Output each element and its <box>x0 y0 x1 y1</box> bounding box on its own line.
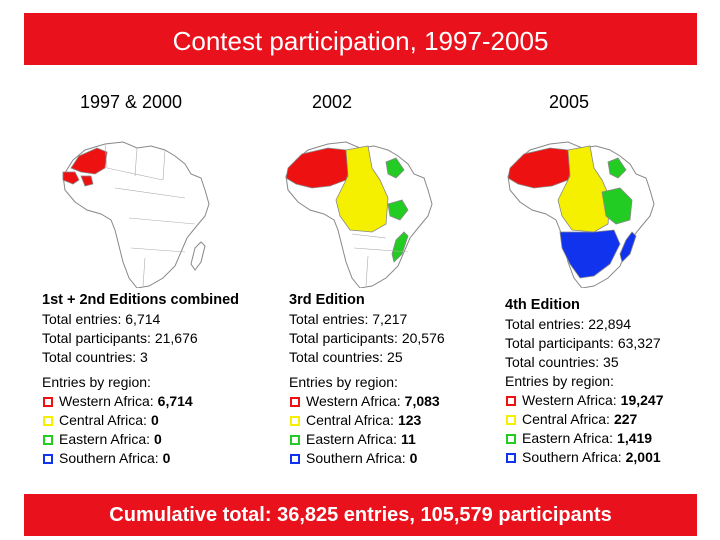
footer-banner: Cumulative total: 36,825 entries, 105,57… <box>24 494 697 536</box>
region-label: Western Africa: <box>306 393 401 409</box>
region-eastern-2 <box>387 199 409 221</box>
total-countries: Total countries: 35 <box>505 354 619 370</box>
southern-swatch-icon <box>506 452 516 463</box>
southern-swatch-icon <box>43 453 53 464</box>
legend-central: Central Africa: 123 <box>289 411 504 430</box>
legend-central: Central Africa: 227 <box>505 410 720 429</box>
africa-map-1 <box>62 141 210 288</box>
region-label: Eastern Africa: <box>522 430 614 446</box>
stats-panel-1: 1st + 2nd Editions combined Total entrie… <box>42 291 257 468</box>
central-swatch-icon <box>506 414 516 425</box>
region-value: 0 <box>150 412 159 428</box>
edition-label: 1st + 2nd Editions combined <box>42 292 239 308</box>
stats-panel-2: 3rd Edition Total entries: 7,217 Total p… <box>289 291 504 468</box>
total-entries: Total entries: 6,714 <box>42 311 161 327</box>
region-value: 6,714 <box>157 393 193 409</box>
total-countries: Total countries: 3 <box>42 349 148 365</box>
southern-swatch-icon <box>290 453 300 464</box>
africa-map-3 <box>507 141 655 288</box>
total-participants: Total participants: 20,576 <box>289 330 445 346</box>
year-label-3: 2005 <box>548 92 590 112</box>
cumulative-total: Cumulative total: 36,825 entries, 105,57… <box>109 504 612 526</box>
page-title: Contest participation, 1997-2005 <box>172 26 549 56</box>
western-swatch-icon <box>43 396 53 407</box>
total-countries: Total countries: 25 <box>289 349 403 365</box>
region-southern <box>559 229 621 279</box>
legend-eastern: Eastern Africa: 0 <box>42 430 257 449</box>
region-label: Southern Africa: <box>59 450 159 466</box>
region-value: 2,001 <box>625 449 661 465</box>
region-madagascar <box>391 231 409 263</box>
region-label: Eastern Africa: <box>59 431 151 447</box>
region-value: 227 <box>613 411 638 427</box>
region-value: 11 <box>401 431 416 447</box>
legend-central: Central Africa: 0 <box>42 411 257 430</box>
by-region-label: Entries by region: <box>505 373 614 389</box>
legend-southern: Southern Africa: 0 <box>289 449 504 468</box>
legend-eastern: Eastern Africa: 1,419 <box>505 429 720 448</box>
legend-southern: Southern Africa: 2,001 <box>505 448 720 467</box>
region-eastern-2 <box>601 187 633 225</box>
region-label: Western Africa: <box>59 393 154 409</box>
by-region-label: Entries by region: <box>42 374 151 390</box>
region-eastern-1 <box>385 157 405 179</box>
region-mali <box>70 147 108 175</box>
region-label: Southern Africa: <box>306 450 406 466</box>
region-value: 1,419 <box>617 430 653 446</box>
total-entries: Total entries: 7,217 <box>289 311 408 327</box>
year-label-1: 1997 & 2000 <box>79 92 183 112</box>
africa-map-2 <box>285 141 433 288</box>
legend-western: Western Africa: 6,714 <box>42 392 257 411</box>
region-label: Eastern Africa: <box>306 431 398 447</box>
central-swatch-icon <box>43 415 53 426</box>
stats-panel-3: 4th Edition Total entries: 22,894 Total … <box>505 291 720 467</box>
edition-label: 3rd Edition <box>289 292 365 308</box>
region-label: Central Africa: <box>522 411 610 427</box>
edition-label: 4th Edition <box>505 297 580 313</box>
region-label: Southern Africa: <box>522 449 622 465</box>
central-swatch-icon <box>290 415 300 426</box>
region-value: 0 <box>162 450 171 466</box>
eastern-swatch-icon <box>506 433 516 444</box>
title-banner: Contest participation, 1997-2005 <box>24 13 697 65</box>
eastern-swatch-icon <box>43 434 53 445</box>
western-swatch-icon <box>290 396 300 407</box>
region-label: Western Africa: <box>522 392 617 408</box>
region-value: 7,083 <box>404 393 440 409</box>
western-swatch-icon <box>506 395 516 406</box>
region-madagascar <box>619 231 637 263</box>
legend-western: Western Africa: 19,247 <box>505 391 720 410</box>
region-burkina <box>80 175 94 187</box>
legend-western: Western Africa: 7,083 <box>289 392 504 411</box>
year-label-2: 2002 <box>311 92 353 112</box>
region-central <box>335 145 389 233</box>
total-participants: Total participants: 63,327 <box>505 335 661 351</box>
total-participants: Total participants: 21,676 <box>42 330 198 346</box>
region-senegal <box>62 171 80 185</box>
region-eastern-1 <box>607 157 627 179</box>
region-value: 123 <box>397 412 422 428</box>
region-value: 19,247 <box>620 392 664 408</box>
region-label: Central Africa: <box>306 412 394 428</box>
eastern-swatch-icon <box>290 434 300 445</box>
by-region-label: Entries by region: <box>289 374 398 390</box>
legend-southern: Southern Africa: 0 <box>42 449 257 468</box>
region-label: Central Africa: <box>59 412 147 428</box>
legend-eastern: Eastern Africa: 11 <box>289 430 504 449</box>
total-entries: Total entries: 22,894 <box>505 316 632 332</box>
region-value: 0 <box>154 431 162 447</box>
region-value: 0 <box>409 450 418 466</box>
